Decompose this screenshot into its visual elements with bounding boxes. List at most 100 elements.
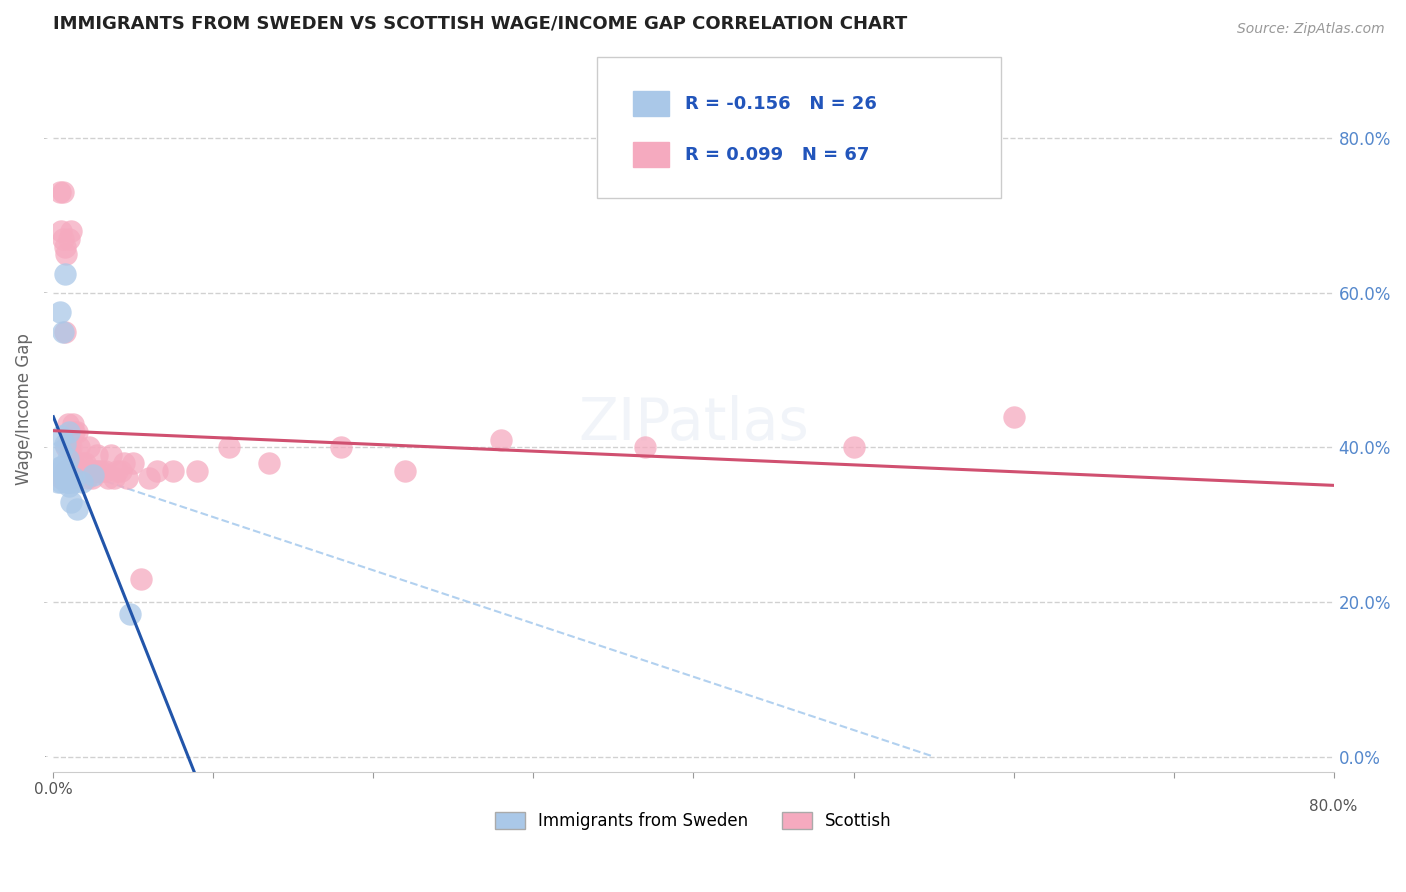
Point	[131, 572, 153, 586]
Point	[51, 459, 73, 474]
Text: 80.0%: 80.0%	[1309, 799, 1358, 814]
Point	[56, 452, 79, 467]
Point	[66, 502, 89, 516]
Point	[1002, 409, 1025, 424]
Point	[55, 471, 77, 485]
Point	[59, 441, 82, 455]
Point	[52, 232, 75, 246]
Point	[63, 464, 86, 478]
Point	[70, 475, 93, 490]
Point	[86, 448, 108, 462]
Point	[53, 471, 76, 485]
Point	[186, 464, 208, 478]
Point	[77, 441, 100, 455]
Point	[52, 186, 75, 200]
Point	[66, 464, 89, 478]
Point	[48, 186, 70, 200]
Point	[51, 224, 73, 238]
Point	[58, 475, 80, 490]
Point	[63, 425, 86, 439]
Legend: Immigrants from Sweden, Scottish: Immigrants from Sweden, Scottish	[488, 805, 898, 837]
Point	[103, 471, 125, 485]
Point	[218, 441, 240, 455]
Text: R = 0.099   N = 67: R = 0.099 N = 67	[685, 145, 869, 163]
Point	[58, 464, 80, 478]
Point	[62, 475, 84, 490]
Point	[112, 456, 135, 470]
Point	[76, 471, 98, 485]
Point	[52, 325, 75, 339]
Point	[52, 471, 75, 485]
Point	[65, 471, 87, 485]
Point	[97, 471, 120, 485]
Point	[69, 464, 91, 478]
Point	[62, 417, 84, 432]
Point	[75, 456, 97, 470]
Point	[100, 448, 122, 462]
Text: R = -0.156   N = 26: R = -0.156 N = 26	[685, 95, 876, 112]
Point	[87, 464, 110, 478]
Point	[51, 475, 73, 490]
Point	[53, 267, 76, 281]
Point	[58, 425, 80, 439]
Point	[65, 456, 87, 470]
Point	[56, 471, 79, 485]
Point	[55, 475, 77, 490]
Point	[138, 471, 160, 485]
Point	[394, 464, 416, 478]
Point	[73, 464, 96, 478]
Point	[63, 471, 86, 485]
Point	[122, 456, 145, 470]
Point	[56, 475, 79, 490]
Text: IMMIGRANTS FROM SWEDEN VS SCOTTISH WAGE/INCOME GAP CORRELATION CHART: IMMIGRANTS FROM SWEDEN VS SCOTTISH WAGE/…	[53, 15, 908, 33]
Point	[120, 607, 142, 621]
Point	[55, 247, 77, 261]
Point	[162, 464, 184, 478]
Point	[51, 429, 73, 443]
Point	[53, 239, 76, 253]
Point	[146, 464, 169, 478]
Point	[80, 471, 103, 485]
Point	[51, 471, 73, 485]
Point	[58, 464, 80, 478]
Point	[55, 459, 77, 474]
Point	[56, 417, 79, 432]
Point	[59, 494, 82, 508]
Point	[58, 479, 80, 493]
Text: ZIPatlas: ZIPatlas	[578, 395, 808, 452]
Point	[59, 471, 82, 485]
Point	[48, 459, 70, 474]
Point	[93, 464, 115, 478]
Point	[59, 224, 82, 238]
Point	[82, 464, 104, 478]
Point	[56, 464, 79, 478]
Point	[58, 441, 80, 455]
Point	[53, 436, 76, 450]
Point	[66, 425, 89, 439]
FancyBboxPatch shape	[598, 56, 1001, 198]
Point	[259, 456, 281, 470]
Point	[70, 456, 93, 470]
Point	[53, 325, 76, 339]
Point	[842, 441, 865, 455]
Text: Source: ZipAtlas.com: Source: ZipAtlas.com	[1237, 22, 1385, 37]
Point	[51, 444, 73, 458]
Point	[55, 441, 77, 455]
Point	[46, 475, 69, 490]
Point	[110, 464, 132, 478]
Point	[58, 232, 80, 246]
Point	[62, 456, 84, 470]
Point	[491, 433, 513, 447]
Point	[115, 471, 138, 485]
Point	[53, 464, 76, 478]
Point	[82, 467, 104, 482]
Bar	[633, 91, 669, 117]
Point	[90, 464, 112, 478]
Y-axis label: Wage/Income Gap: Wage/Income Gap	[15, 333, 32, 484]
Point	[67, 441, 90, 455]
Point	[105, 464, 128, 478]
Point	[48, 305, 70, 319]
Point	[330, 441, 353, 455]
Point	[67, 464, 90, 478]
Point	[79, 464, 101, 478]
